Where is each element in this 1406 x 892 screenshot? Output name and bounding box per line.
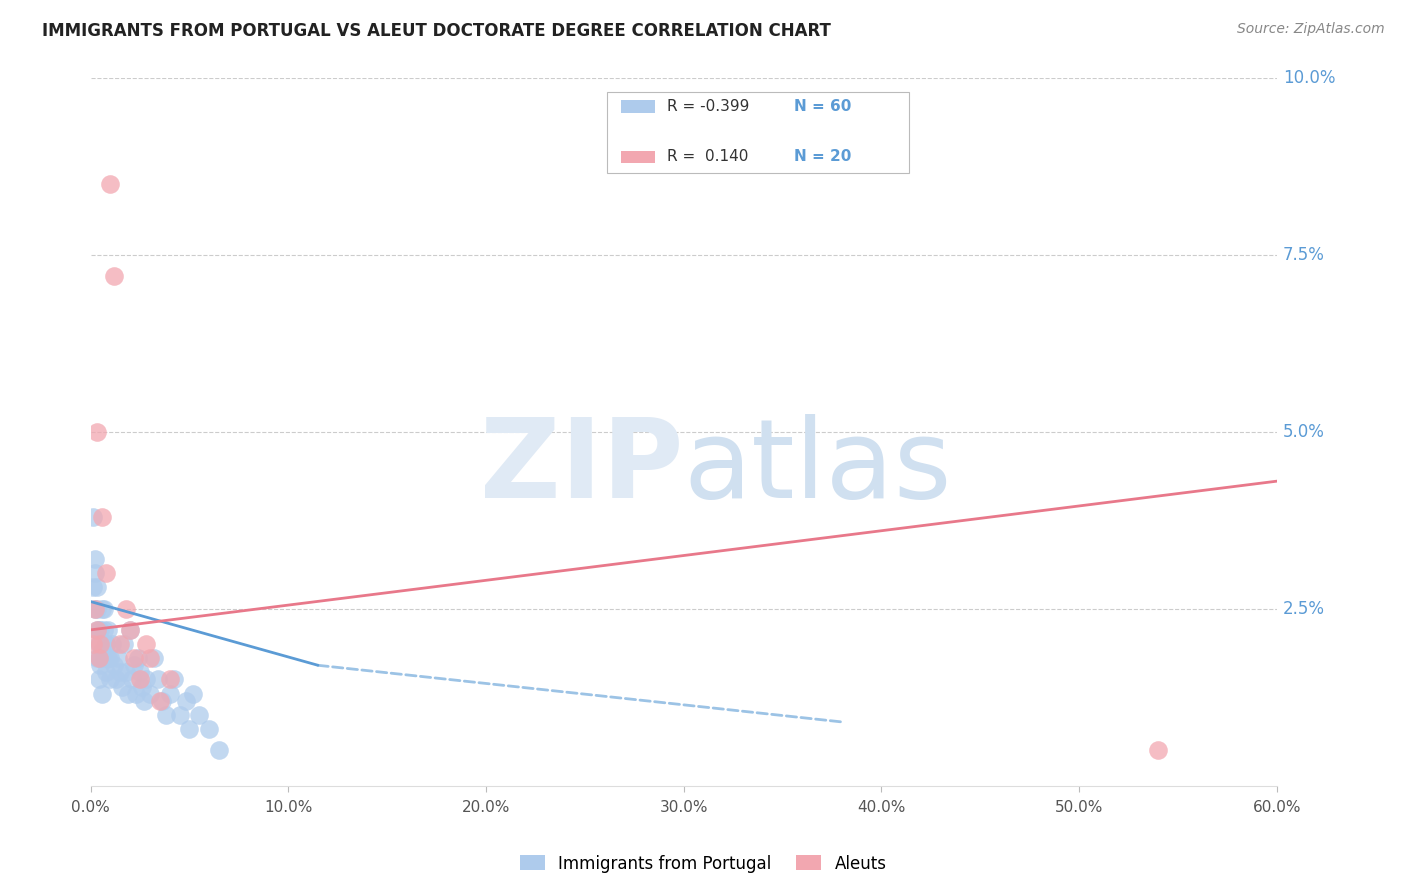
- Point: [115, 601, 138, 615]
- Point: [100, 651, 122, 665]
- Point: [97, 623, 120, 637]
- Point: [96, 566, 118, 581]
- Point: [142, 651, 165, 665]
- Point: [87, 623, 110, 637]
- Point: [101, 637, 124, 651]
- Point: [86, 623, 108, 637]
- Point: [129, 665, 152, 680]
- Point: [83, 566, 105, 581]
- Point: [103, 268, 125, 283]
- Point: [110, 665, 132, 680]
- Point: [139, 687, 162, 701]
- Point: [82, 581, 104, 595]
- Point: [150, 694, 173, 708]
- Point: [86, 581, 108, 595]
- Point: [169, 707, 191, 722]
- Text: atlas: atlas: [683, 414, 952, 521]
- Text: 5.0%: 5.0%: [1282, 423, 1324, 441]
- Point: [121, 673, 143, 687]
- Point: [183, 687, 205, 701]
- Point: [96, 637, 118, 651]
- Point: [146, 673, 169, 687]
- FancyBboxPatch shape: [606, 92, 910, 173]
- Point: [159, 673, 181, 687]
- FancyBboxPatch shape: [621, 100, 655, 113]
- Legend: Immigrants from Portugal, Aleuts: Immigrants from Portugal, Aleuts: [513, 848, 893, 880]
- Point: [87, 637, 110, 651]
- Point: [208, 743, 231, 757]
- Text: 2.5%: 2.5%: [1282, 599, 1324, 617]
- Point: [122, 651, 145, 665]
- Point: [198, 722, 221, 736]
- Point: [89, 637, 111, 651]
- Text: 10.0%: 10.0%: [1282, 69, 1336, 87]
- Point: [117, 687, 139, 701]
- Point: [83, 601, 105, 615]
- Point: [100, 177, 122, 191]
- Point: [179, 722, 201, 736]
- Point: [120, 623, 142, 637]
- Point: [93, 623, 115, 637]
- Text: R =  0.140: R = 0.140: [666, 150, 748, 164]
- Point: [91, 509, 114, 524]
- Text: 7.5%: 7.5%: [1282, 245, 1324, 263]
- Point: [110, 637, 132, 651]
- Point: [163, 673, 186, 687]
- Point: [105, 673, 128, 687]
- Point: [96, 665, 118, 680]
- Point: [83, 601, 105, 615]
- Point: [96, 637, 118, 651]
- Point: [188, 707, 211, 722]
- Point: [125, 687, 148, 701]
- Point: [89, 658, 111, 673]
- Point: [112, 637, 135, 651]
- Point: [89, 623, 111, 637]
- Point: [86, 623, 108, 637]
- Point: [91, 601, 114, 615]
- Point: [155, 707, 177, 722]
- Point: [86, 425, 108, 439]
- Point: [127, 651, 149, 665]
- Point: [82, 509, 104, 524]
- Point: [87, 651, 110, 665]
- Point: [87, 673, 110, 687]
- Point: [83, 552, 105, 566]
- Point: [91, 644, 114, 658]
- Point: [103, 658, 125, 673]
- FancyBboxPatch shape: [621, 151, 655, 163]
- Text: R = -0.399: R = -0.399: [666, 99, 749, 114]
- Point: [131, 680, 153, 694]
- Point: [82, 637, 104, 651]
- Point: [135, 673, 157, 687]
- Point: [1147, 743, 1170, 757]
- Point: [129, 673, 152, 687]
- Point: [115, 665, 138, 680]
- Point: [135, 637, 157, 651]
- Point: [100, 673, 122, 687]
- Point: [139, 651, 162, 665]
- Point: [107, 651, 129, 665]
- Point: [132, 694, 155, 708]
- Point: [97, 651, 120, 665]
- Text: N = 60: N = 60: [794, 99, 852, 114]
- Point: [86, 601, 108, 615]
- Point: [89, 651, 111, 665]
- Point: [93, 601, 115, 615]
- Text: IMMIGRANTS FROM PORTUGAL VS ALEUT DOCTORATE DEGREE CORRELATION CHART: IMMIGRANTS FROM PORTUGAL VS ALEUT DOCTOR…: [42, 22, 831, 40]
- Point: [111, 680, 134, 694]
- Point: [159, 687, 181, 701]
- Text: N = 20: N = 20: [794, 150, 852, 164]
- Point: [120, 623, 142, 637]
- Point: [149, 694, 172, 708]
- Point: [91, 687, 114, 701]
- Text: Source: ZipAtlas.com: Source: ZipAtlas.com: [1237, 22, 1385, 37]
- Point: [93, 651, 115, 665]
- Point: [174, 694, 197, 708]
- Point: [86, 651, 108, 665]
- Point: [122, 658, 145, 673]
- Text: ZIP: ZIP: [481, 414, 683, 521]
